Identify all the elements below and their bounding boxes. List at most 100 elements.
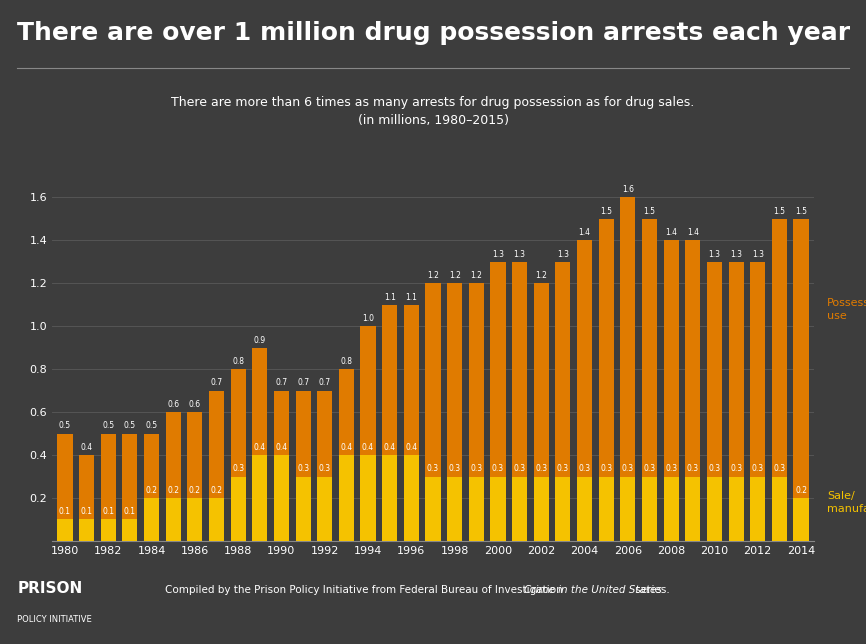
Bar xyxy=(642,219,657,541)
Text: 0.2: 0.2 xyxy=(795,486,807,495)
Text: series.: series. xyxy=(632,585,670,594)
Text: 0.7: 0.7 xyxy=(319,379,331,388)
Text: 0.2: 0.2 xyxy=(189,486,201,495)
Bar xyxy=(663,240,679,541)
Text: There are over 1 million drug possession arrests each year: There are over 1 million drug possession… xyxy=(17,21,850,45)
Text: 0.7: 0.7 xyxy=(275,379,288,388)
Text: 0.5: 0.5 xyxy=(145,421,158,430)
Bar xyxy=(165,498,181,541)
Bar xyxy=(642,477,657,541)
Text: 1.4: 1.4 xyxy=(578,228,591,237)
Bar xyxy=(360,455,376,541)
Bar xyxy=(360,327,376,541)
Bar xyxy=(122,520,138,541)
Text: 0.3: 0.3 xyxy=(514,464,526,473)
Text: 0.3: 0.3 xyxy=(578,464,591,473)
Text: 0.3: 0.3 xyxy=(622,464,634,473)
Bar xyxy=(79,520,94,541)
Bar xyxy=(209,391,224,541)
Bar xyxy=(295,477,311,541)
Text: 0.1: 0.1 xyxy=(59,507,71,516)
Text: 0.3: 0.3 xyxy=(535,464,547,473)
Text: 1.3: 1.3 xyxy=(514,250,526,259)
Bar xyxy=(663,477,679,541)
Text: 1.3: 1.3 xyxy=(752,250,764,259)
Text: 0.7: 0.7 xyxy=(297,379,309,388)
Bar xyxy=(533,283,549,541)
Bar xyxy=(100,520,116,541)
Text: PRISON: PRISON xyxy=(17,581,82,596)
Text: 0.9: 0.9 xyxy=(254,336,266,345)
Bar xyxy=(209,498,224,541)
Text: POLICY INITIATIVE: POLICY INITIATIVE xyxy=(17,614,92,623)
Text: 0.3: 0.3 xyxy=(319,464,331,473)
Bar xyxy=(274,455,289,541)
Bar xyxy=(793,219,809,541)
Bar xyxy=(598,477,614,541)
Bar xyxy=(274,391,289,541)
Text: There are more than 6 times as many arrests for drug possession as for drug sale: There are more than 6 times as many arre… xyxy=(171,97,695,128)
Text: 0.2: 0.2 xyxy=(210,486,223,495)
Text: 0.4: 0.4 xyxy=(340,443,352,452)
Bar xyxy=(490,262,506,541)
Bar xyxy=(230,477,246,541)
Text: 0.3: 0.3 xyxy=(643,464,656,473)
Text: Possession/
use: Possession/ use xyxy=(827,298,866,321)
Bar xyxy=(750,477,766,541)
Bar xyxy=(512,262,527,541)
Text: 0.3: 0.3 xyxy=(427,464,439,473)
Bar xyxy=(425,283,441,541)
Bar xyxy=(425,477,441,541)
Text: 0.7: 0.7 xyxy=(210,379,223,388)
Bar xyxy=(57,433,73,541)
Bar xyxy=(187,412,203,541)
Text: 1.1: 1.1 xyxy=(384,292,396,301)
Bar xyxy=(165,412,181,541)
Text: Sale/
manufacturing: Sale/ manufacturing xyxy=(827,491,866,514)
Text: 0.6: 0.6 xyxy=(189,400,201,409)
Text: 0.1: 0.1 xyxy=(102,507,114,516)
Bar xyxy=(252,455,268,541)
Bar xyxy=(230,369,246,541)
Text: 1.3: 1.3 xyxy=(730,250,742,259)
Bar xyxy=(339,455,354,541)
Text: 1.3: 1.3 xyxy=(557,250,569,259)
Text: 0.5: 0.5 xyxy=(59,421,71,430)
Bar xyxy=(620,198,636,541)
Bar xyxy=(555,262,571,541)
Bar xyxy=(447,283,462,541)
Bar xyxy=(469,477,484,541)
Text: 0.3: 0.3 xyxy=(600,464,612,473)
Bar xyxy=(144,433,159,541)
Text: 0.2: 0.2 xyxy=(145,486,158,495)
Bar xyxy=(685,477,701,541)
Text: 0.3: 0.3 xyxy=(752,464,764,473)
Bar xyxy=(382,455,397,541)
Bar xyxy=(707,477,722,541)
Text: 0.3: 0.3 xyxy=(557,464,569,473)
Text: 0.3: 0.3 xyxy=(687,464,699,473)
Bar xyxy=(577,240,592,541)
Bar xyxy=(317,391,333,541)
Text: 0.4: 0.4 xyxy=(405,443,417,452)
Text: 1.3: 1.3 xyxy=(492,250,504,259)
Text: 0.3: 0.3 xyxy=(470,464,482,473)
Text: 1.5: 1.5 xyxy=(600,207,612,216)
Text: 0.1: 0.1 xyxy=(81,507,93,516)
Bar xyxy=(772,219,787,541)
Text: 0.3: 0.3 xyxy=(297,464,309,473)
Bar xyxy=(447,477,462,541)
Bar xyxy=(490,477,506,541)
Text: 1.0: 1.0 xyxy=(362,314,374,323)
Text: 0.3: 0.3 xyxy=(492,464,504,473)
Bar xyxy=(187,498,203,541)
Text: 0.3: 0.3 xyxy=(232,464,244,473)
Text: 0.3: 0.3 xyxy=(708,464,721,473)
Bar xyxy=(317,477,333,541)
Bar xyxy=(750,262,766,541)
Text: 0.5: 0.5 xyxy=(102,421,114,430)
Bar xyxy=(100,433,116,541)
Text: 0.4: 0.4 xyxy=(384,443,396,452)
Bar xyxy=(79,455,94,541)
Bar xyxy=(555,477,571,541)
